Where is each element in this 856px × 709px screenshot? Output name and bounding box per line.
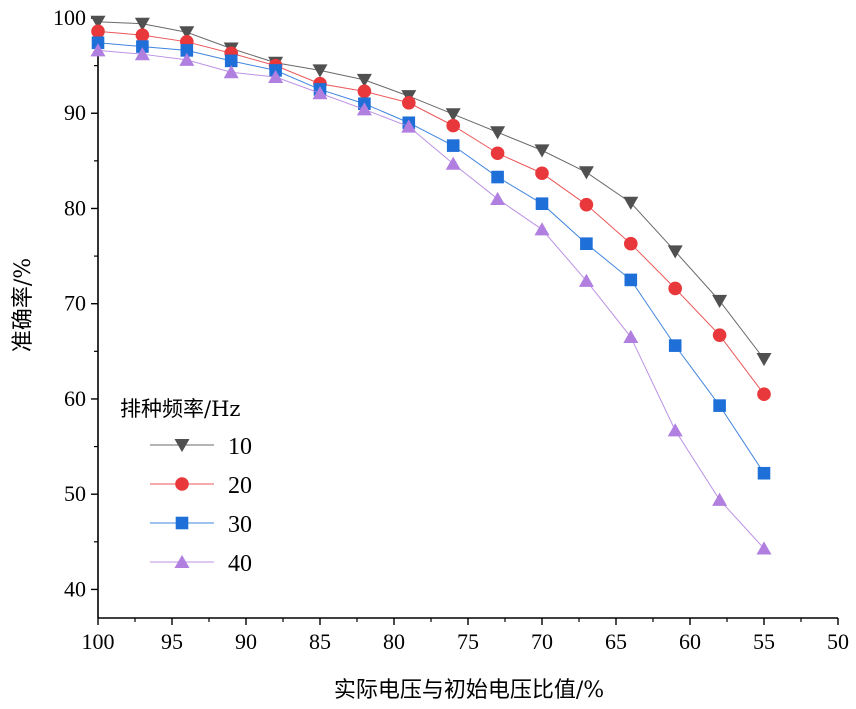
series-10 bbox=[90, 15, 772, 367]
data-point bbox=[268, 69, 284, 84]
data-point bbox=[91, 36, 105, 50]
series-40 bbox=[90, 43, 772, 555]
data-point bbox=[445, 156, 461, 170]
x-tick-label: 100 bbox=[82, 629, 115, 654]
data-point bbox=[623, 329, 639, 344]
legend-marker bbox=[174, 439, 190, 453]
axes: 100 95 90 85 80 75 70 65 60 55 50 40 50 60 70 80 90 100 bbox=[53, 5, 849, 654]
data-point bbox=[490, 126, 506, 140]
data-point bbox=[180, 44, 194, 57]
data-point bbox=[312, 86, 328, 100]
data-point bbox=[712, 294, 728, 308]
data-point bbox=[356, 73, 372, 88]
legend-item-20: 20 bbox=[150, 473, 252, 499]
data-point bbox=[90, 43, 106, 57]
data-point bbox=[624, 273, 638, 287]
data-point bbox=[179, 26, 195, 40]
data-point bbox=[223, 65, 239, 79]
y-axis-title: 准确率/% bbox=[11, 258, 36, 352]
data-point bbox=[446, 118, 461, 133]
x-tick-label: 95 bbox=[161, 629, 183, 654]
data-point bbox=[668, 281, 682, 296]
series-20 bbox=[91, 24, 771, 401]
legend-item-30: 30 bbox=[150, 512, 252, 538]
series-layer bbox=[90, 15, 772, 555]
x-tick-label: 85 bbox=[309, 629, 331, 654]
data-point bbox=[90, 15, 106, 29]
data-point bbox=[445, 108, 461, 122]
y-tick-label: 60 bbox=[64, 386, 86, 411]
data-point bbox=[578, 166, 594, 180]
data-point bbox=[356, 102, 372, 116]
data-point bbox=[134, 47, 150, 61]
data-point bbox=[756, 541, 772, 555]
data-point bbox=[491, 170, 504, 184]
data-point bbox=[623, 196, 639, 210]
data-point bbox=[712, 492, 728, 506]
legend-item-40: 40 bbox=[150, 551, 252, 577]
y-tick-label: 40 bbox=[64, 576, 86, 601]
data-point bbox=[490, 146, 505, 161]
series-line bbox=[97, 21, 765, 360]
data-point bbox=[136, 40, 149, 53]
legend-label: 10 bbox=[228, 434, 252, 460]
y-tick-label: 70 bbox=[64, 291, 86, 316]
series-line bbox=[97, 42, 765, 474]
data-point bbox=[224, 54, 238, 68]
data-point bbox=[667, 423, 683, 437]
series-line bbox=[97, 30, 765, 395]
series-30 bbox=[91, 36, 771, 480]
data-point bbox=[712, 328, 727, 342]
x-tick-label: 55 bbox=[753, 629, 775, 654]
x-tick-label: 60 bbox=[679, 629, 701, 654]
legend-marker bbox=[174, 554, 190, 568]
data-point bbox=[534, 222, 550, 236]
x-tick-label: 65 bbox=[605, 629, 627, 654]
data-point bbox=[535, 166, 549, 181]
legend-marker bbox=[175, 477, 189, 491]
y-tick-label: 90 bbox=[64, 100, 86, 125]
x-axis-title: 实际电压与初始电压比值/% bbox=[334, 678, 604, 703]
data-point bbox=[490, 191, 506, 205]
x-tick-label: 90 bbox=[235, 629, 257, 654]
data-point bbox=[756, 352, 772, 367]
y-tick-label: 80 bbox=[64, 195, 86, 220]
data-point bbox=[668, 339, 682, 352]
data-point bbox=[357, 84, 372, 99]
legend-label: 40 bbox=[228, 551, 252, 577]
legend: 排种频率/Hz 10 20 30 40 bbox=[120, 397, 252, 577]
data-point bbox=[535, 197, 549, 211]
y-tick-label: 50 bbox=[64, 481, 86, 506]
data-point bbox=[179, 52, 195, 66]
legend-label: 20 bbox=[228, 473, 252, 499]
data-point bbox=[402, 95, 416, 110]
data-point bbox=[757, 466, 771, 480]
data-point bbox=[667, 245, 683, 259]
data-point bbox=[312, 64, 328, 78]
data-point bbox=[578, 273, 594, 287]
data-point bbox=[401, 119, 417, 133]
y-tick-label: 100 bbox=[53, 5, 86, 30]
data-point bbox=[713, 399, 726, 412]
legend-marker bbox=[175, 516, 189, 530]
x-tick-label: 75 bbox=[457, 629, 479, 654]
data-point bbox=[446, 139, 460, 152]
data-point bbox=[580, 237, 593, 251]
x-tick-label: 80 bbox=[383, 629, 405, 654]
series-line bbox=[97, 49, 765, 549]
x-tick-label: 50 bbox=[827, 629, 849, 654]
legend-label: 30 bbox=[228, 512, 252, 538]
data-point bbox=[579, 197, 594, 212]
data-point bbox=[534, 144, 550, 158]
data-point bbox=[135, 28, 150, 42]
data-point bbox=[134, 17, 150, 31]
legend-item-10: 10 bbox=[150, 434, 252, 460]
data-point bbox=[624, 236, 638, 251]
x-tick-label: 70 bbox=[531, 629, 553, 654]
data-point bbox=[757, 387, 771, 401]
legend-title: 排种频率/Hz bbox=[120, 397, 240, 421]
data-point bbox=[91, 24, 105, 39]
